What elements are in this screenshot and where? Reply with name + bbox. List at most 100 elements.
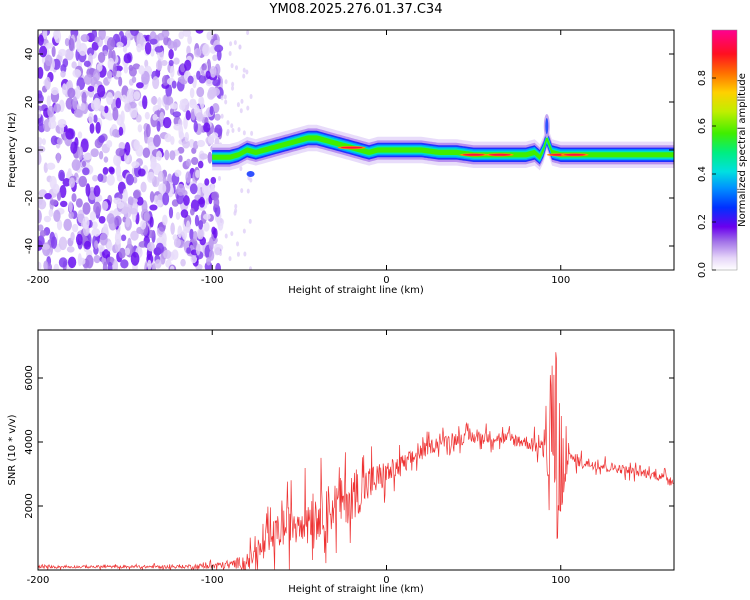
noise-speckle	[214, 113, 221, 121]
noise-speckle	[145, 123, 151, 138]
noise-speckle	[182, 30, 192, 37]
noise-speckle	[150, 96, 158, 105]
noise-speckle	[195, 169, 200, 179]
x-tick-label: 100	[551, 575, 570, 586]
noise-speckle	[114, 215, 122, 227]
noise-speckle	[109, 167, 115, 175]
noise-speckle	[83, 74, 93, 85]
noise-speckle	[96, 63, 103, 72]
noise-speckle	[184, 59, 192, 71]
noise-speckle	[123, 65, 129, 74]
x-tick-label: 0	[383, 275, 389, 286]
noise-speckle	[63, 218, 72, 231]
noise-speckle	[42, 30, 48, 40]
noise-speckle	[73, 108, 83, 118]
noise-speckle	[189, 87, 195, 99]
noise-speckle	[75, 233, 83, 246]
noise-speckle	[113, 197, 122, 205]
noise-speckle	[50, 199, 58, 206]
x-tick-label: -200	[27, 275, 50, 286]
noise-speckle	[173, 123, 182, 131]
noise-speckle	[140, 220, 147, 230]
spectrogram-xlabel: Height of straight line (km)	[288, 285, 424, 296]
noise-speckle	[169, 150, 176, 161]
noise-speckle	[97, 84, 106, 98]
noise-speckle	[150, 156, 157, 169]
noise-speckle	[140, 181, 147, 193]
noise-speckle	[147, 241, 155, 252]
noise-speckle	[162, 192, 170, 206]
noise-speckle	[68, 201, 73, 213]
noise-speckle	[75, 198, 83, 208]
noise-speckle	[64, 48, 74, 61]
noise-speckle	[98, 215, 106, 224]
x-tick-label: 0	[383, 575, 389, 586]
noise-speckle	[54, 30, 62, 44]
noise-speckle	[106, 213, 115, 225]
noise-speckle	[66, 246, 75, 253]
noise-speckle	[149, 191, 155, 203]
noise-speckle	[209, 105, 214, 116]
y-tick-label: -20	[24, 190, 35, 206]
noise-speckle	[193, 230, 198, 241]
noise-speckle	[152, 76, 160, 90]
noise-speckle	[98, 30, 106, 40]
noise-speckle	[65, 97, 75, 110]
noise-speckle	[167, 40, 175, 50]
noise-speckle	[107, 57, 115, 70]
snr-xlabel: Height of straight line (km)	[288, 584, 424, 595]
noise-speckle	[153, 134, 161, 147]
colorbar-tick-label: 0.0	[697, 262, 708, 278]
noise-speckle	[59, 184, 67, 199]
snr-ticks: -200 -100 0 100 2000 4000 6000	[24, 330, 674, 586]
colorbar-ticks: 0.0 0.2 0.4 0.6 0.8	[697, 70, 716, 278]
noise-speckle	[216, 49, 222, 61]
noise-speckle	[60, 70, 66, 78]
noise-speckle	[128, 207, 138, 215]
noise-speckle	[161, 75, 170, 86]
noise-speckle	[112, 106, 119, 121]
noise-speckle	[248, 218, 252, 224]
noise-speckle	[128, 67, 137, 77]
noise-speckle	[77, 146, 84, 161]
noise-speckle	[77, 253, 82, 267]
noise-speckle	[81, 160, 87, 168]
noise-speckle	[38, 93, 44, 104]
noise-speckle	[198, 196, 206, 208]
noise-speckle	[157, 32, 165, 41]
noise-speckle	[202, 213, 211, 220]
noise-speckle	[59, 200, 68, 208]
noise-speckle	[106, 139, 113, 148]
noise-speckle	[92, 174, 99, 182]
noise-speckle	[38, 34, 44, 46]
noise-speckle	[196, 86, 205, 98]
noise-speckle	[85, 254, 94, 269]
noise-speckle	[219, 251, 223, 257]
noise-speckle	[38, 145, 46, 153]
noise-speckle	[98, 135, 106, 144]
noise-speckle	[154, 46, 164, 53]
noise-speckle	[71, 159, 81, 171]
noise-speckle	[38, 235, 45, 248]
noise-speckle	[189, 99, 197, 109]
noise-speckle	[97, 244, 105, 252]
noise-speckle	[130, 30, 139, 37]
noise-speckle	[97, 173, 104, 182]
noise-speckle	[226, 120, 230, 126]
noise-speckle	[172, 111, 182, 118]
noise-speckle	[164, 103, 169, 111]
noise-speckle	[189, 228, 194, 241]
noise-speckle	[71, 193, 77, 203]
noise-speckle	[195, 243, 201, 256]
noise-speckle	[142, 95, 148, 110]
noise-speckle	[75, 85, 81, 100]
noise-speckle	[183, 195, 190, 206]
noise-speckle	[224, 99, 228, 105]
noise-speckle	[173, 237, 181, 248]
signal-peak-core	[488, 153, 511, 156]
noise-speckle	[124, 247, 131, 256]
signal-spike-core	[545, 118, 549, 134]
noise-speckle	[58, 257, 68, 268]
noise-speckle	[187, 35, 192, 45]
